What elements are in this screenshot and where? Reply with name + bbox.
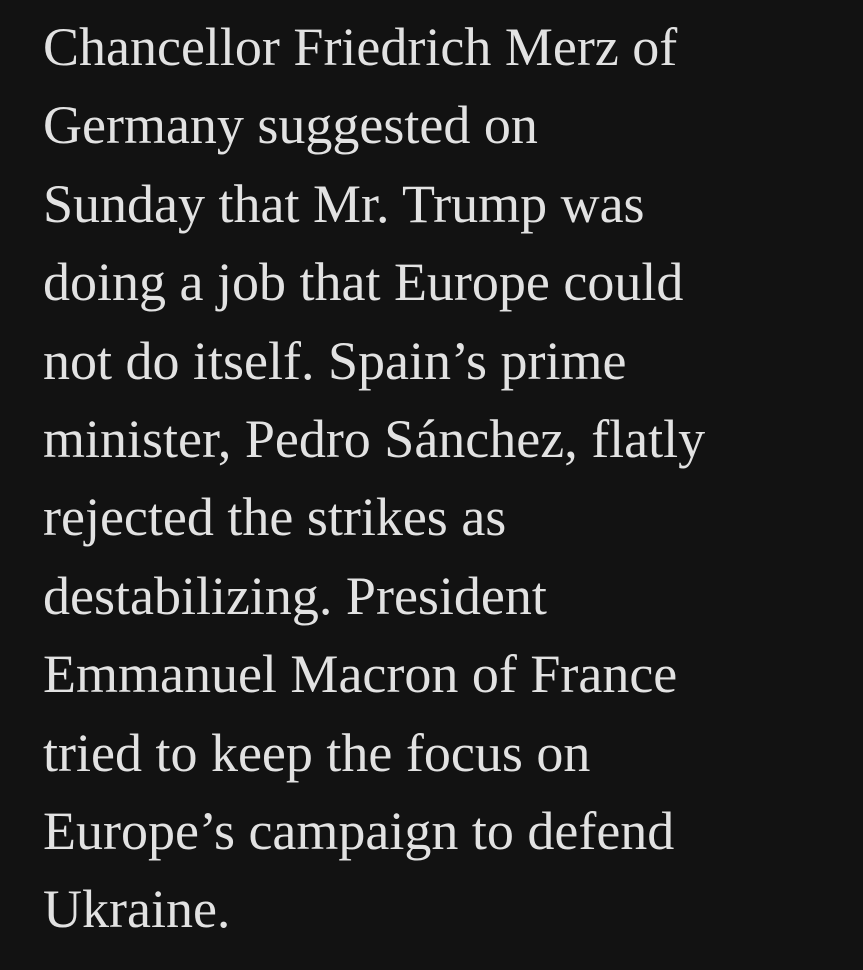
paragraph-line: Germany suggested on <box>43 95 538 156</box>
paragraph-line: Sunday that Mr. Trump was <box>43 173 645 234</box>
paragraph-line: minister, Pedro Sánchez, flatly <box>43 409 706 470</box>
paragraph-line: destabilizing. President <box>43 565 547 626</box>
article-paragraph: Chancellor Friedrich Merz of Germany sug… <box>43 8 705 949</box>
paragraph-line: not do itself. Spain’s prime <box>43 330 627 391</box>
paragraph-line: rejected the strikes as <box>43 487 507 548</box>
paragraph-line: Europe’s campaign to defend <box>43 801 675 862</box>
paragraph-line: tried to keep the focus on <box>43 722 591 783</box>
paragraph-line: Emmanuel Macron of France <box>43 644 678 705</box>
paragraph-line: Chancellor Friedrich Merz of <box>43 17 678 77</box>
paragraph-line: doing a job that Europe could <box>43 252 684 313</box>
paragraph-line: Ukraine. <box>43 879 231 940</box>
